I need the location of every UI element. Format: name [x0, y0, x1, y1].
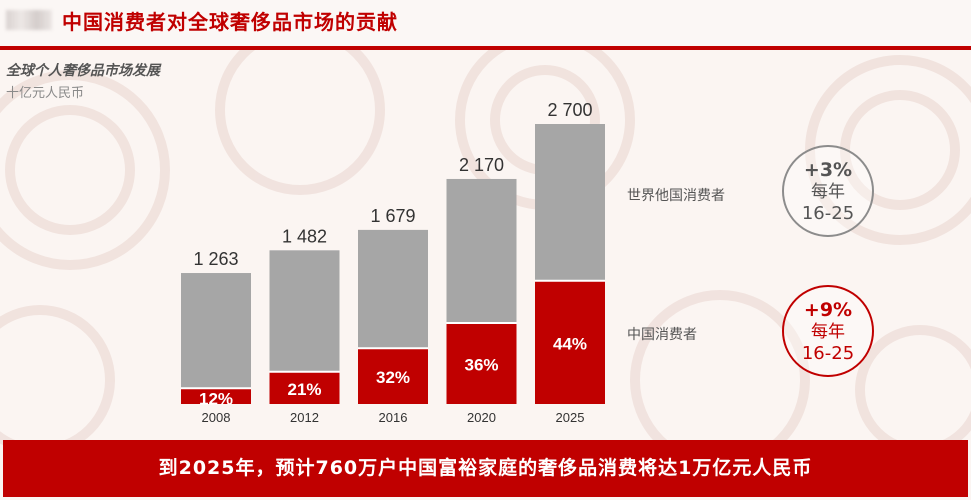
growth-period-others: 16-25 [801, 203, 855, 224]
x-tick-label-2020: 2020 [467, 410, 496, 425]
stacked-bar-chart: 12% 1 263 2008 21% 1 482 2012 32% 1 679 2016 36% 2… [181, 100, 605, 425]
header-bar: 中国消费者对全球奢侈品市场的贡献 [0, 0, 971, 46]
growth-rate-others: +3% [803, 159, 853, 181]
bar-total-label-2020: 2 170 [459, 155, 504, 175]
page-title: 中国消费者对全球奢侈品市场的贡献 [62, 10, 398, 34]
bar-others-2016 [358, 229, 428, 349]
bar-others-2008 [181, 273, 251, 389]
bar-china-label-2025: 44% [553, 334, 587, 353]
legend-china-label: 中国消费者 [627, 327, 697, 343]
growth-badge-china: +9% 每年 16-25 [782, 285, 874, 377]
x-tick-label-2008: 2008 [202, 410, 231, 425]
bar-china-label-2020: 36% [464, 355, 498, 374]
bar-total-label-2012: 1 482 [282, 226, 327, 246]
bar-others-2025 [535, 124, 605, 281]
x-tick-label-2012: 2012 [290, 410, 319, 425]
bar-china-2016 [358, 348, 428, 404]
bar-china-label-2008: 12% [199, 389, 233, 408]
growth-per-others: 每年 [811, 182, 845, 202]
bar-china-2020 [446, 322, 517, 404]
bar-total-label-2016: 1 679 [370, 206, 415, 226]
bar-china-2008 [181, 388, 251, 404]
x-tick-label-2016: 2016 [379, 410, 408, 425]
x-tick-label-2025: 2025 [556, 410, 585, 425]
growth-badge-others: +3% 每年 16-25 [782, 145, 874, 237]
bar-china-label-2016: 32% [376, 368, 410, 387]
company-logo [6, 10, 52, 30]
legend-others-label: 世界他国消费者 [627, 188, 725, 204]
bar-total-label-2025: 2 700 [547, 100, 592, 120]
footer-banner: 到2025年，预计760万户中国富裕家庭的奢侈品消费将达1万亿元人民币 [3, 440, 968, 497]
bar-others-2012 [269, 250, 340, 372]
bar-china-2025 [535, 280, 605, 404]
growth-rate-china: +9% [803, 299, 853, 321]
growth-period-china: 16-25 [801, 343, 855, 364]
chart-unit-label: 十亿元人民币 [6, 86, 85, 101]
chart-title: 全球个人奢侈品市场发展 [6, 63, 160, 79]
growth-per-china: 每年 [811, 322, 845, 342]
header-divider [0, 46, 971, 50]
bar-china-label-2012: 21% [287, 380, 321, 399]
bar-china-2012 [269, 371, 340, 404]
bar-others-2020 [446, 178, 517, 323]
bar-total-label-2008: 1 263 [193, 249, 238, 269]
